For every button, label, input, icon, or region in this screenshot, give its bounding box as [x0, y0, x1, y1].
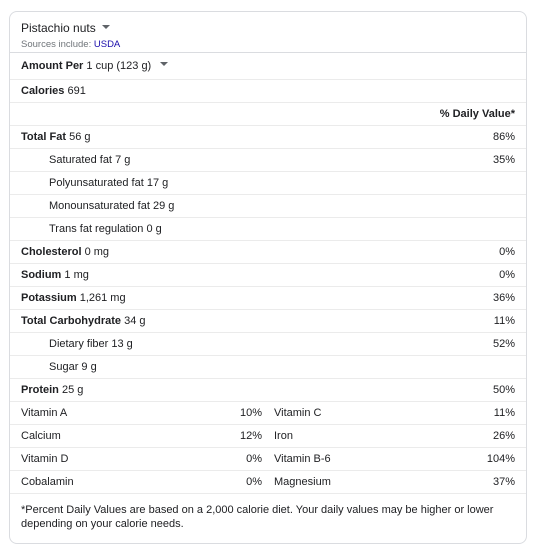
vitamin-label: Vitamin D [21, 453, 69, 465]
nutrient-row: Monounsaturated fat 29 g [10, 195, 526, 218]
vitamin-row: Vitamin D 0% Vitamin B-6 104% [10, 448, 526, 471]
nutrient-amount: 0 g [146, 223, 162, 235]
vitamin-row: Vitamin A 10% Vitamin C 11% [10, 402, 526, 425]
vitamin-label: Iron [274, 430, 293, 442]
nutrient-label: Polyunsaturated fat [49, 177, 144, 189]
nutrient-label: Monounsaturated fat [49, 200, 150, 212]
nutrient-daily-value: 35% [492, 154, 515, 166]
vitamin-label: Vitamin B-6 [274, 453, 331, 465]
nutrient-daily-value: 11% [493, 315, 515, 327]
nutrient-amount: 7 g [115, 154, 131, 166]
vitamin-daily-value: 104% [486, 453, 515, 465]
nutrient-list: Total Fat 56 g 86% Saturated fat 7 g 35% Pol… [10, 126, 526, 402]
nutrient-daily-value: 50% [492, 384, 515, 396]
nutrient-amount: 1 mg [64, 269, 89, 281]
nutrient-amount: 56 g [69, 131, 91, 143]
vitamin-label: Magnesium [274, 476, 331, 488]
sources-prefix: Sources include: [21, 39, 94, 50]
nutrient-label: Protein [21, 384, 59, 396]
calories-value: 691 [67, 85, 86, 97]
nutrient-row: Sodium 1 mg 0% [10, 264, 526, 287]
nutrition-card: Pistachio nuts Sources include: USDA Amo… [9, 11, 527, 544]
food-selector[interactable]: Pistachio nuts [21, 21, 110, 35]
nutrient-label: Sodium [21, 269, 62, 281]
nutrient-label: Potassium [21, 292, 77, 304]
footnote: *Percent Daily Values are based on a 2,0… [21, 504, 494, 530]
caret-down-icon[interactable] [101, 24, 110, 29]
nutrient-amount: 0 mg [84, 246, 110, 258]
nutrient-label: Total Carbohydrate [21, 315, 122, 327]
source-link[interactable]: USDA [93, 39, 121, 50]
vitamin-daily-value: 37% [492, 476, 515, 488]
calories-row: Calories 691 [10, 80, 526, 103]
nutrient-label: Cholesterol [21, 246, 82, 258]
nutrient-label: Total Fat [21, 131, 67, 143]
nutrient-amount: 25 g [61, 384, 84, 396]
nutrient-amount: 29 g [152, 200, 175, 212]
nutrient-row: Potassium 1,261 mg 36% [10, 287, 526, 310]
nutrient-row: Trans fat regulation 0 g [10, 218, 526, 241]
daily-value-header-row: % Daily Value* [10, 103, 526, 126]
nutrient-label: Saturated fat [49, 154, 112, 166]
vitamin-daily-value: 12% [239, 430, 262, 442]
nutrient-amount: 34 g [124, 315, 146, 327]
calories-label: Calories [21, 85, 65, 97]
nutrient-daily-value: 0% [499, 269, 515, 281]
food-header: Pistachio nuts Sources include: USDA [10, 12, 526, 53]
caret-down-icon[interactable] [160, 62, 169, 67]
nutrient-row: Protein 25 g 50% [10, 379, 526, 402]
vitamin-row: Calcium 12% Iron 26% [10, 425, 526, 448]
nutrient-daily-value: 86% [492, 131, 515, 143]
nutrient-label: Trans fat regulation [49, 223, 144, 235]
nutrient-row: Dietary fiber 13 g 52% [10, 333, 526, 356]
nutrient-amount: 13 g [111, 338, 133, 350]
vitamin-daily-value: 10% [239, 407, 262, 419]
nutrient-row: Sugar 9 g [10, 356, 526, 379]
nutrient-amount: 17 g [146, 177, 169, 189]
nutrient-amount: 9 g [81, 361, 97, 373]
nutrient-label: Sugar [49, 361, 79, 373]
sources-line: Sources include: USDA [21, 39, 120, 50]
serving-size[interactable]: 1 cup (123 g) [86, 60, 152, 72]
nutrient-daily-value: 52% [492, 338, 515, 350]
vitamin-daily-value: 11% [493, 407, 515, 419]
vitamin-daily-value: 0% [246, 453, 262, 465]
serving-selector[interactable]: 1 cup (123 g) [86, 60, 169, 72]
vitamin-label: Vitamin A [21, 407, 68, 419]
nutrient-label: Dietary fiber [49, 338, 109, 350]
vitamin-table: Vitamin A 10% Vitamin C 11% Calcium 12% Iron 26… [10, 402, 526, 494]
food-name[interactable]: Pistachio nuts [21, 21, 96, 35]
amount-label: Amount Per [21, 60, 84, 72]
vitamin-label: Cobalamin [21, 476, 74, 488]
nutrient-row: Total Carbohydrate 34 g 11% [10, 310, 526, 333]
nutrient-row: Cholesterol 0 mg 0% [10, 241, 526, 264]
daily-value-header: % Daily Value* [439, 108, 515, 120]
nutrient-row: Polyunsaturated fat 17 g [10, 172, 526, 195]
vitamin-daily-value: 26% [492, 430, 515, 442]
vitamin-label: Calcium [21, 430, 61, 442]
vitamin-daily-value: 0% [246, 476, 262, 488]
nutrient-row: Saturated fat 7 g 35% [10, 149, 526, 172]
vitamin-row: Cobalamin 0% Magnesium 37% [10, 471, 526, 494]
nutrient-daily-value: 0% [499, 246, 515, 258]
vitamin-label: Vitamin C [274, 407, 322, 419]
nutrient-daily-value: 36% [492, 292, 515, 304]
amount-row: Amount Per 1 cup (123 g) [10, 53, 526, 80]
nutrient-amount: 1,261 mg [79, 292, 126, 304]
nutrient-row: Total Fat 56 g 86% [10, 126, 526, 149]
